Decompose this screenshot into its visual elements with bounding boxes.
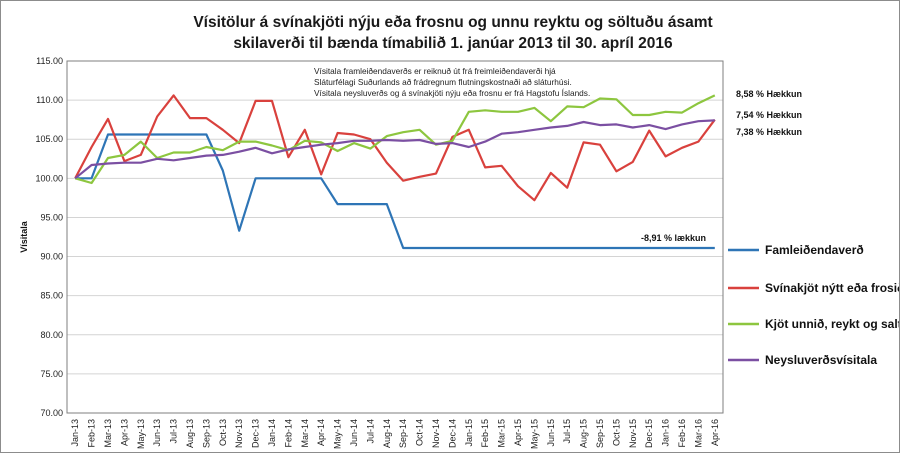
x-tick-label: Dec-13 [251, 419, 261, 448]
x-tick-label: Apr-16 [710, 419, 720, 446]
x-tick-label: Dec-14 [447, 419, 457, 448]
x-tick-label: Jan-15 [464, 419, 474, 447]
chart-note-line-1: Vísitala framleiðendaverðs er reiknuð út… [314, 66, 556, 76]
x-tick-label: Feb-15 [480, 419, 490, 448]
x-tick-label: Oct-13 [218, 419, 228, 446]
x-tick-label: Jun-14 [349, 419, 359, 447]
x-tick-label: Aug-15 [579, 419, 589, 448]
x-tick-label: Nov-13 [234, 419, 244, 448]
y-tick-label: 75.00 [40, 369, 63, 379]
y-tick-label: 70.00 [40, 408, 63, 418]
x-tick-label: Jun-13 [152, 419, 162, 447]
annotation-svinakjot: 7,54 % Hækkun [736, 110, 802, 120]
x-tick-label: Jul-15 [562, 419, 572, 444]
x-tick-label: Jul-14 [365, 419, 375, 444]
x-tick-labels: Jan-13 Feb-13 Mar-13 Apr-13 May-13 Jun-13 Jul-… [70, 419, 720, 449]
x-tick-label: May-13 [136, 419, 146, 449]
y-tick-label: 85.00 [40, 291, 63, 301]
x-tick-label: Sep-13 [201, 419, 211, 448]
x-tick-label: Mar-13 [103, 419, 113, 448]
x-tick-label: Nov-15 [628, 419, 638, 448]
y-tick-label: 105.00 [35, 134, 63, 144]
x-tick-label: Apr-14 [316, 419, 326, 446]
series-line-3 [74, 119, 715, 180]
y-tick-label: 100.00 [35, 173, 63, 183]
x-tick-label: Nov-14 [431, 419, 441, 448]
annotation-famleidendaverd: -8,91 % lækkun [641, 233, 706, 243]
x-tick-label: Jun-15 [546, 419, 556, 447]
chart-title-line-2: skilaverði til bænda tímabilið 1. janúar… [233, 35, 673, 52]
x-tick-label: Feb-14 [283, 419, 293, 448]
series-lines [74, 94, 716, 250]
x-tick-label: Mar-16 [693, 419, 703, 448]
x-tick-label: Jul-13 [169, 419, 179, 444]
y-tick-label: 115.00 [36, 56, 63, 66]
x-tick-label: Mar-14 [300, 419, 310, 448]
x-tick-label: Feb-13 [87, 419, 97, 448]
legend: Famleiðendaverð Svínakjöt nýtt eða frosi… [728, 243, 900, 367]
x-tick-label: Sep-15 [595, 419, 605, 448]
x-tick-label: May-15 [529, 419, 539, 449]
x-tick-label: Apr-15 [513, 419, 523, 446]
x-tick-label: Oct-15 [611, 419, 621, 446]
chart-note-line-2: Sláturfélagi Suðurlands að frádregnum fl… [314, 77, 572, 87]
y-axis-label: Vísitala [19, 220, 29, 253]
annotation-kjot: 8,58 % Hækkun [736, 89, 802, 99]
legend-label-svinakjot: Svínakjöt nýtt eða frosið [765, 281, 899, 295]
annotation-neysluverd: 7,38 % Hækkun [736, 127, 802, 137]
legend-label-famleidendaverd: Famleiðendaverð [765, 243, 864, 257]
y-tick-label: 90.00 [40, 252, 63, 262]
chart-title-line-1: Vísitölur á svínakjöti nýju eða frosnu o… [193, 14, 712, 31]
x-tick-label: Jan-16 [661, 419, 671, 447]
chart-note-line-3: Vísitala neysluverðs og á svínakjöti nýj… [314, 88, 590, 98]
series-line-1 [74, 94, 716, 202]
x-tick-label: Mar-15 [497, 419, 507, 448]
gridlines [67, 60, 723, 414]
x-tick-label: Dec-15 [644, 419, 654, 448]
y-tick-label: 80.00 [40, 330, 63, 340]
x-tick-label: May-14 [333, 419, 343, 449]
x-tick-label: Oct-14 [415, 419, 425, 446]
x-tick-label: Sep-14 [398, 419, 408, 448]
y-tick-label: 95.00 [40, 212, 63, 222]
plot-area-border [66, 60, 724, 414]
legend-label-kjot: Kjöt unnið, reykt og saltað [765, 317, 899, 331]
series-line-0 [75, 133, 715, 250]
y-tick-label: 110.00 [36, 95, 63, 105]
x-tick-label: Jan-13 [70, 419, 80, 447]
x-tick-label: Jan-14 [267, 419, 277, 447]
x-tick-label: Aug-14 [382, 419, 392, 448]
x-tick-label: Aug-13 [185, 419, 195, 448]
series-line-2 [74, 94, 716, 185]
legend-label-neysluverd: Neysluverðsvísitala [765, 353, 877, 367]
y-tick-labels: 70.00 75.00 80.00 85.00 90.00 95.00 100.00 105.… [35, 56, 63, 418]
x-tick-label: Feb-16 [677, 419, 687, 448]
x-tick-label: Apr-13 [119, 419, 129, 446]
